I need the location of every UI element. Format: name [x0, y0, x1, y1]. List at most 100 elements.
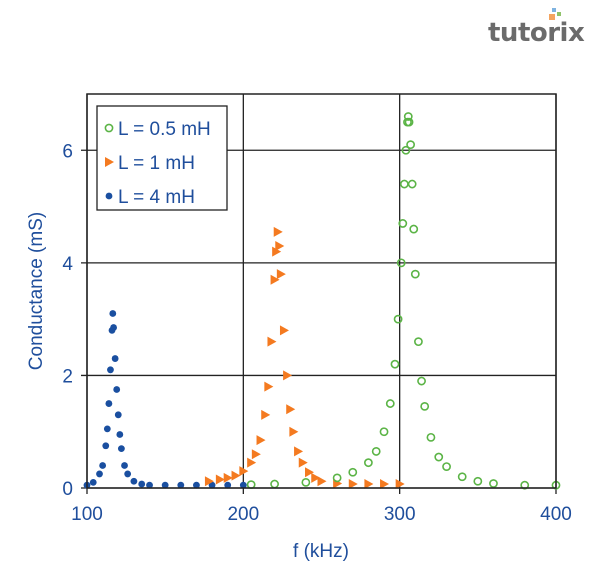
- data-point: [272, 246, 282, 257]
- data-point: [107, 366, 114, 374]
- data-point: [193, 481, 200, 489]
- data-point: [417, 376, 426, 386]
- tick-labels: 100 200 300 400 0 2 4 6: [62, 141, 571, 525]
- data-point: [89, 478, 97, 486]
- data-point: [289, 426, 299, 437]
- data-point: [264, 381, 274, 392]
- data-point: [298, 457, 308, 468]
- data-point: [348, 479, 358, 490]
- data-point: [239, 466, 249, 477]
- x-tick-label: 400: [540, 504, 572, 525]
- data-point: [294, 446, 304, 457]
- data-point: [371, 447, 381, 456]
- data-point: [103, 425, 111, 433]
- data-point: [396, 258, 406, 268]
- data-point: [379, 427, 389, 437]
- data-point: [276, 269, 286, 280]
- data-point: [208, 481, 216, 489]
- data-point: [130, 477, 138, 485]
- data-point: [261, 409, 271, 420]
- data-point: [434, 452, 444, 462]
- legend-label: L = 1 mH: [118, 153, 195, 174]
- series-layer: [83, 112, 561, 490]
- data-point: [393, 314, 403, 324]
- data-point: [489, 479, 498, 488]
- data-point: [113, 386, 121, 393]
- legend-marker: [105, 192, 113, 200]
- y-tick-label: 0: [62, 479, 73, 500]
- y-tick-label: 2: [62, 366, 73, 387]
- y-tick-label: 4: [62, 254, 73, 275]
- data-point: [403, 112, 413, 121]
- data-point: [420, 401, 430, 411]
- data-point: [109, 310, 117, 317]
- data-point: [401, 145, 411, 155]
- data-point: [395, 479, 405, 490]
- data-point: [279, 325, 289, 336]
- data-point: [409, 224, 419, 234]
- data-point: [105, 400, 113, 407]
- legend-marker: [104, 123, 114, 133]
- data-point: [110, 324, 117, 331]
- y-axis-label: Conductance (mS): [26, 212, 47, 370]
- data-point: [124, 470, 132, 478]
- data-point: [117, 445, 125, 452]
- data-point: [223, 472, 233, 483]
- data-point: [99, 462, 107, 469]
- series-l-0-5-mh: [246, 112, 561, 490]
- data-point: [246, 480, 256, 490]
- data-point: [231, 470, 241, 481]
- data-point: [161, 481, 169, 489]
- logo-text: tutorix: [488, 18, 585, 48]
- x-tick-label: 200: [227, 504, 259, 525]
- data-point: [301, 477, 311, 487]
- data-point: [204, 476, 214, 487]
- data-point: [270, 274, 280, 285]
- data-point: [363, 458, 373, 468]
- data-point: [275, 240, 285, 251]
- data-point: [116, 431, 124, 438]
- data-point: [442, 462, 451, 472]
- x-axis-label: f (kHz): [293, 541, 349, 562]
- data-point: [380, 479, 390, 490]
- legend-marker: [105, 157, 114, 167]
- data-point: [304, 467, 314, 478]
- data-point: [407, 179, 417, 189]
- x-tick-label: 100: [71, 504, 103, 525]
- data-point: [404, 117, 414, 127]
- y-tick-label: 6: [62, 141, 73, 162]
- legend-box: [96, 105, 228, 211]
- data-point: [311, 472, 321, 483]
- series-l-4-mh: [83, 310, 247, 489]
- data-point: [317, 476, 327, 487]
- legend-label: L = 0.5 mH: [118, 119, 211, 140]
- data-point: [332, 473, 342, 483]
- data-point: [286, 404, 296, 415]
- data-point: [114, 411, 122, 419]
- data-point: [364, 479, 374, 490]
- data-point: [473, 476, 483, 486]
- data-point: [138, 480, 146, 488]
- data-point: [406, 140, 416, 150]
- data-point: [283, 370, 293, 381]
- data-point: [398, 219, 408, 228]
- data-point: [224, 481, 232, 489]
- data-point: [520, 480, 530, 490]
- data-point: [414, 337, 423, 347]
- data-point: [215, 474, 225, 485]
- data-point: [247, 457, 257, 468]
- data-point: [390, 359, 400, 369]
- data-point: [96, 470, 103, 478]
- data-point: [410, 269, 420, 279]
- data-point: [177, 481, 185, 489]
- data-point: [385, 399, 395, 408]
- legend-label: L = 4 mH: [118, 187, 195, 208]
- data-point: [239, 481, 247, 489]
- data-point: [251, 449, 261, 460]
- data-point: [270, 479, 279, 489]
- data-point: [267, 336, 277, 347]
- x-tick-label: 300: [384, 504, 416, 525]
- data-point: [121, 462, 128, 469]
- data-point: [256, 435, 266, 446]
